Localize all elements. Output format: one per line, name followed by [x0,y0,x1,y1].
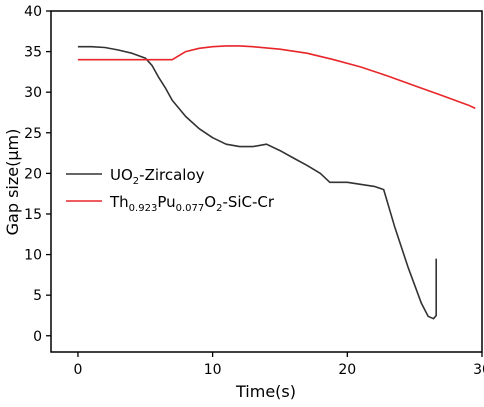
y-tick-label: 0 [33,329,42,345]
y-tick-label: 20 [24,166,42,182]
legend-0-main: UO [110,166,133,184]
x-tick-label: 20 [338,362,356,378]
series-line-thpu-sic-cr [77,45,476,110]
x-axis-label: Time(s) [235,382,296,401]
legend: UO2-Zircaloy Th0.923Pu0.077O2-SiC-Cr [66,166,275,214]
x-tick-label: 0 [73,362,82,378]
y-axis-label: Gap size(μm) [3,129,22,236]
legend-label-uo2-zircaloy: UO2-Zircaloy [110,166,205,187]
y-tick-label: 40 [24,4,42,20]
y-tick-label: 15 [24,207,42,223]
x-tick-label: 30 [473,362,484,378]
legend-1-mid2: O [204,193,216,211]
legend-1-mid1: Pu [157,193,175,211]
y-tick-label: 35 [24,45,42,61]
y-tick-label: 25 [24,126,42,142]
legend-1-main: Th [109,193,129,211]
legend-1-sub3: 2 [216,203,222,214]
y-tick-label: 10 [24,248,42,264]
x-axis-ticks: 0 10 20 30 [73,352,484,378]
legend-0-sub: 2 [133,176,139,187]
y-axis-ticks: 0 5 10 15 20 25 30 35 40 [24,4,51,345]
series-layer [77,45,476,320]
legend-label-thpu-sic-cr: Th0.923Pu0.077O2-SiC-Cr [109,193,275,214]
legend-1-sub2: 0.077 [176,203,205,214]
legend-0-tail: -Zircaloy [139,166,204,184]
plot-frame [50,10,483,353]
y-tick-label: 5 [33,288,42,304]
y-tick-label: 30 [24,85,42,101]
legend-1-sub1: 0.923 [129,203,158,214]
x-tick-label: 10 [204,362,222,378]
legend-1-tail: -SiC-Cr [222,193,274,211]
